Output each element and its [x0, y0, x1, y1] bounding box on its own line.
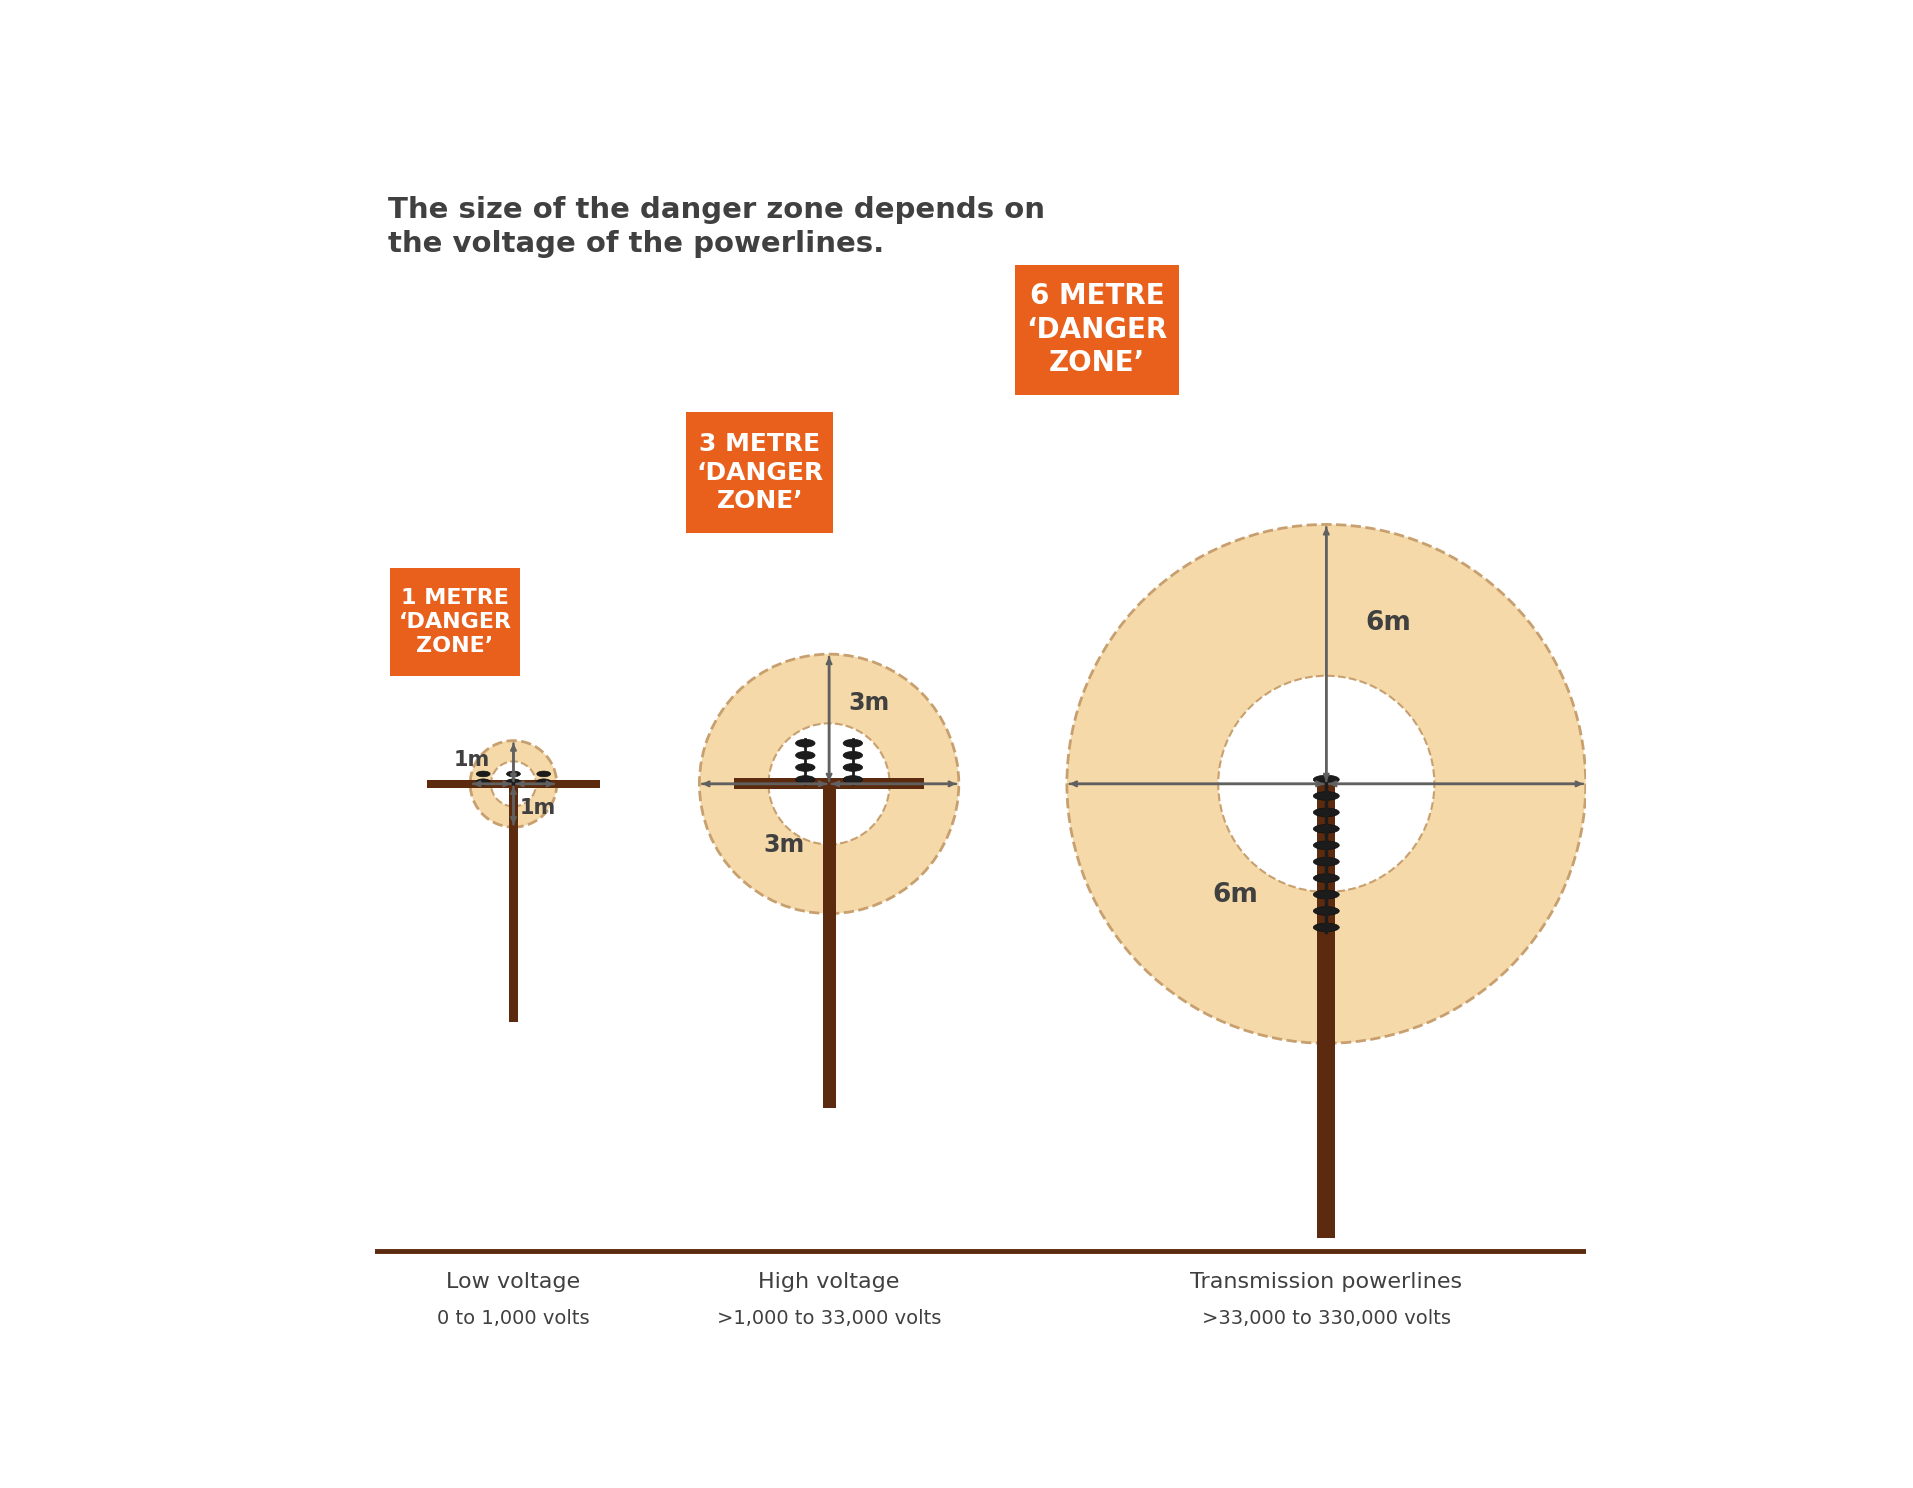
Ellipse shape	[507, 778, 520, 784]
Ellipse shape	[796, 763, 815, 771]
Text: 3m: 3m	[849, 692, 890, 716]
Text: 3 METRE
‘DANGER
ZONE’: 3 METRE ‘DANGER ZONE’	[696, 432, 823, 513]
Ellipse shape	[1314, 824, 1339, 833]
Ellipse shape	[1314, 808, 1339, 817]
Text: 6 METRE
‘DANGER
ZONE’: 6 METRE ‘DANGER ZONE’	[1027, 283, 1167, 378]
Ellipse shape	[1314, 792, 1339, 801]
Text: >1,000 to 33,000 volts: >1,000 to 33,000 volts	[717, 1309, 941, 1329]
Ellipse shape	[796, 775, 815, 784]
Ellipse shape	[1314, 775, 1339, 784]
Ellipse shape	[1314, 841, 1339, 850]
Ellipse shape	[1314, 890, 1339, 899]
Circle shape	[769, 723, 890, 844]
Ellipse shape	[844, 775, 863, 784]
Ellipse shape	[796, 740, 815, 747]
Circle shape	[700, 655, 958, 914]
Text: The size of the danger zone depends on
the voltage of the powerlines.: The size of the danger zone depends on t…	[388, 196, 1044, 259]
Text: 1m: 1m	[520, 798, 557, 817]
Bar	[823, 784, 836, 1109]
Text: >33,000 to 330,000 volts: >33,000 to 330,000 volts	[1201, 1309, 1450, 1329]
Bar	[509, 784, 518, 1022]
Text: 1m: 1m	[453, 750, 490, 771]
Ellipse shape	[844, 763, 863, 771]
Ellipse shape	[844, 751, 863, 759]
Ellipse shape	[796, 751, 815, 759]
Bar	[735, 778, 924, 789]
Text: 3m: 3m	[763, 833, 803, 857]
Bar	[390, 568, 520, 676]
Text: 6m: 6m	[1366, 610, 1412, 635]
Circle shape	[492, 762, 536, 806]
Ellipse shape	[507, 771, 520, 777]
Text: 0 to 1,000 volts: 0 to 1,000 volts	[438, 1309, 589, 1329]
Ellipse shape	[476, 778, 490, 784]
Ellipse shape	[844, 740, 863, 747]
Text: 1 METRE
‘DANGER
ZONE’: 1 METRE ‘DANGER ZONE’	[398, 588, 511, 656]
Ellipse shape	[1314, 923, 1339, 931]
Circle shape	[471, 741, 557, 827]
Ellipse shape	[1314, 857, 1339, 866]
Text: High voltage: High voltage	[758, 1272, 899, 1293]
Bar	[427, 780, 601, 787]
Ellipse shape	[1314, 873, 1339, 882]
Text: 6m: 6m	[1213, 882, 1259, 909]
Bar	[687, 412, 834, 533]
Ellipse shape	[538, 778, 551, 784]
Circle shape	[1067, 524, 1586, 1043]
Bar	[1016, 265, 1178, 394]
Ellipse shape	[1314, 906, 1339, 915]
Text: Transmission powerlines: Transmission powerlines	[1190, 1272, 1462, 1293]
Ellipse shape	[476, 771, 490, 777]
Ellipse shape	[538, 771, 551, 777]
Bar	[1318, 784, 1335, 1238]
Circle shape	[1219, 676, 1435, 891]
Text: Low voltage: Low voltage	[446, 1272, 580, 1293]
